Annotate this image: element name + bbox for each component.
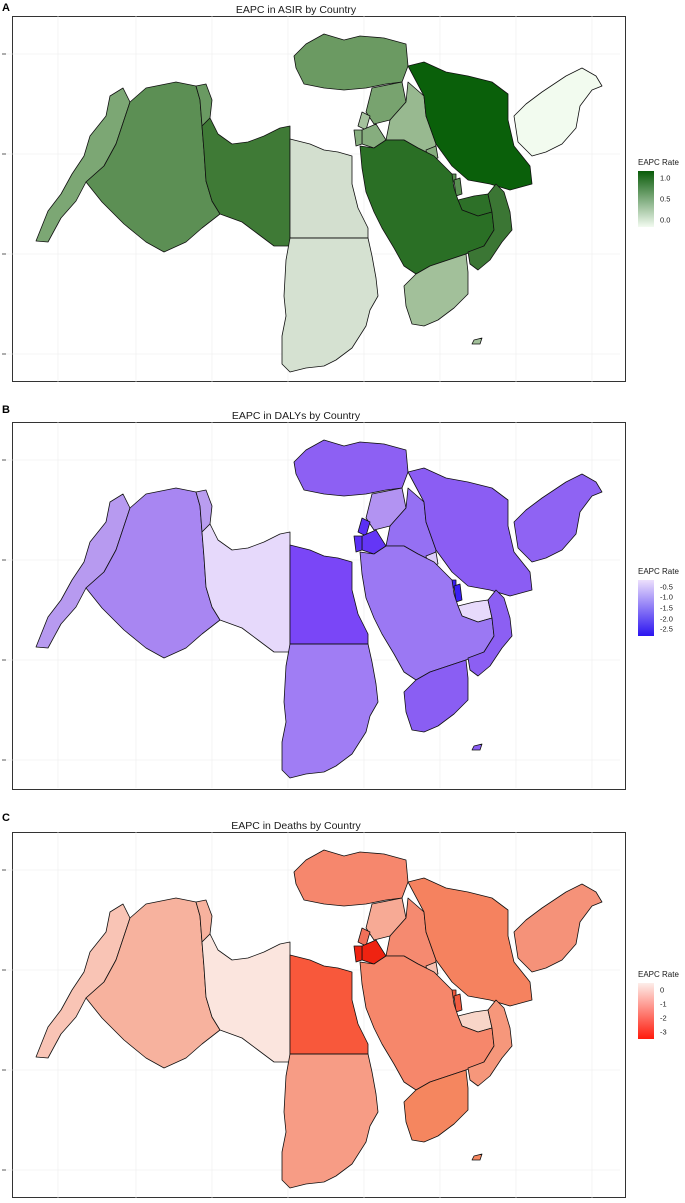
panel-tag-a: A xyxy=(2,2,10,14)
map-frame-a xyxy=(12,16,626,382)
panel-title-a: EAPC in ASIR by Country xyxy=(235,4,357,16)
legend-colorbar-b: -0.5 -1.0 -1.5 -2.0 -2.5 xyxy=(638,580,673,636)
legend-tick-label: -3 xyxy=(660,1027,667,1037)
region-turkey xyxy=(293,439,409,497)
region-libya xyxy=(201,933,291,1063)
legend-title-a: EAPC Rate xyxy=(638,158,679,167)
region-sudan xyxy=(281,643,379,779)
region-yemen xyxy=(403,1069,469,1143)
panel-tag-c: C xyxy=(2,812,10,824)
map-c xyxy=(2,832,620,1198)
region-libya xyxy=(201,523,291,653)
region-afghanistan xyxy=(513,883,603,973)
region-sudan xyxy=(281,237,379,373)
panel-title-c: EAPC in Deaths by Country xyxy=(231,820,361,832)
map-a xyxy=(2,16,620,382)
region-yemen xyxy=(403,659,469,733)
region-algeria xyxy=(85,897,221,1069)
panel-title-b: EAPC in DALYs by Country xyxy=(231,410,361,422)
region-oman xyxy=(467,999,513,1087)
region-iran xyxy=(407,877,533,1007)
legend-tick-label: 1.0 xyxy=(660,172,671,182)
region-socotra xyxy=(471,743,483,751)
panel-tag-b: B xyxy=(2,404,10,416)
legend-colorbar-a: 1.0 0.5 0.0 xyxy=(638,171,670,227)
region-afghanistan xyxy=(513,67,603,157)
legend-tick-label: 0.5 xyxy=(660,194,671,204)
map-b xyxy=(2,422,620,788)
region-socotra xyxy=(471,337,483,345)
region-iran xyxy=(407,467,533,597)
legend-tick-label: 0 xyxy=(660,984,665,994)
legend-a: EAPC Rate 1.0 0.5 0.0 xyxy=(638,158,679,227)
legend-tick-label: -1.0 xyxy=(660,592,673,602)
legend-tick-label: 0.0 xyxy=(660,215,671,225)
region-turkey xyxy=(293,33,409,91)
legend-tick-label: -0.5 xyxy=(660,581,673,591)
legend-colorbar-c: 0 -1 -2 -3 xyxy=(638,983,667,1039)
legend-tick-label: -2 xyxy=(660,1013,667,1023)
region-oman xyxy=(467,589,513,677)
region-sudan xyxy=(281,1053,379,1189)
legend-c: EAPC Rate 0 -1 -2 -3 xyxy=(638,970,679,1039)
region-algeria xyxy=(85,81,221,253)
region-palestine xyxy=(353,535,363,553)
legend-title-b: EAPC Rate xyxy=(638,567,679,576)
legend-tick-label: -1.5 xyxy=(660,603,673,613)
region-iran xyxy=(407,61,533,191)
region-socotra xyxy=(471,1153,483,1161)
region-oman xyxy=(467,183,513,271)
region-qatar xyxy=(453,177,463,197)
region-palestine xyxy=(353,945,363,963)
region-morocco xyxy=(35,903,131,1059)
legend-tick-label: -2.5 xyxy=(660,624,673,634)
region-morocco xyxy=(35,87,131,243)
region-libya xyxy=(201,117,291,247)
region-afghanistan xyxy=(513,473,603,563)
region-yemen xyxy=(403,253,469,327)
legend-title-c: EAPC Rate xyxy=(638,970,679,979)
region-qatar xyxy=(453,583,463,603)
region-qatar xyxy=(453,993,463,1013)
region-algeria xyxy=(85,487,221,659)
map-frame-c xyxy=(12,832,626,1198)
region-palestine xyxy=(353,129,363,147)
legend-b: EAPC Rate -0.5 -1.0 -1.5 -2.0 -2.5 xyxy=(638,567,679,636)
legend-tick-label: -1 xyxy=(660,999,667,1009)
legend-tick-label: -2.0 xyxy=(660,613,673,623)
region-turkey xyxy=(293,849,409,907)
map-frame-b xyxy=(12,422,626,790)
region-morocco xyxy=(35,493,131,649)
